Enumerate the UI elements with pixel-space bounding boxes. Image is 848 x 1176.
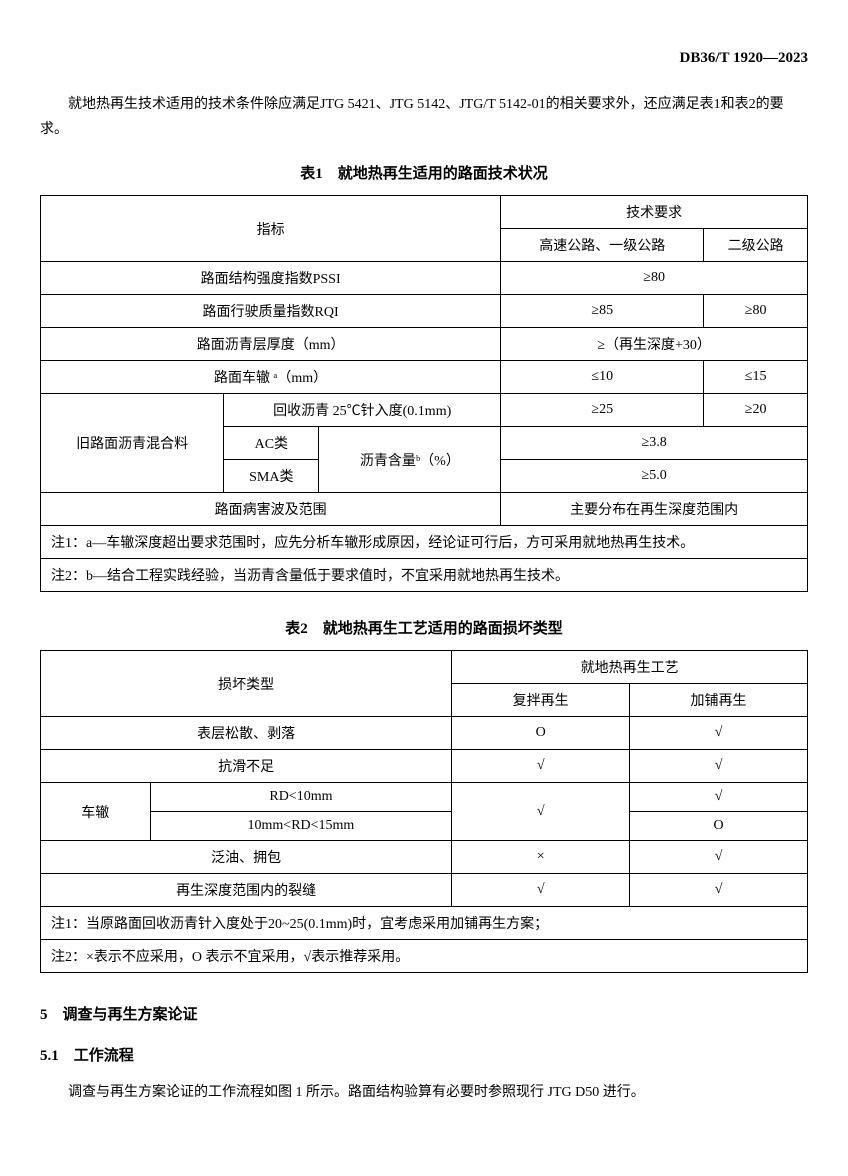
- table1-cell: ≥80: [704, 295, 808, 328]
- table1-header-secondary: 二级公路: [704, 229, 808, 262]
- table1-ac-label: AC类: [224, 427, 319, 460]
- table1-cell: 主要分布在再生深度范围内: [501, 493, 808, 526]
- table1-cell: ≥80: [501, 262, 808, 295]
- table2-rut-row1: RD<10mm: [150, 783, 452, 812]
- table2-title: 表2 就地热再生工艺适用的路面损坏类型: [40, 617, 808, 638]
- table1-asphalt-label: 旧路面沥青混合料: [41, 394, 224, 493]
- table2-row: 抗滑不足: [41, 750, 452, 783]
- table2-header-type: 损坏类型: [41, 651, 452, 717]
- table1-cell: ≤10: [501, 361, 704, 394]
- table1-row-rqi: 路面行驶质量指数RQI: [41, 295, 501, 328]
- table2-cell: O: [452, 717, 630, 750]
- table1-damage-label: 路面病害波及范围: [41, 493, 501, 526]
- section5-1-title: 5.1 工作流程: [40, 1044, 808, 1065]
- table1-cell: ≤15: [704, 361, 808, 394]
- section5-1-text: 调查与再生方案论证的工作流程如图 1 所示。路面结构验算有必要时参照现行 JTG…: [40, 1080, 808, 1105]
- table2-cell: √: [630, 717, 808, 750]
- table2-rut-row2: 10mm<RD<15mm: [150, 812, 452, 841]
- table2-row: 表层松散、剥落: [41, 717, 452, 750]
- table2-note2: 注2：×表示不应采用，O 表示不宜采用，√表示推荐采用。: [41, 940, 808, 973]
- table1-cell: ≥（再生深度+30）: [501, 328, 808, 361]
- table1-header-highway: 高速公路、一级公路: [501, 229, 704, 262]
- table1-note2: 注2：b—结合工程实践经验，当沥青含量低于要求值时，不宜采用就地热再生技术。: [41, 559, 808, 592]
- table1-row-pssi: 路面结构强度指数PSSI: [41, 262, 501, 295]
- table1-sma-label: SMA类: [224, 460, 319, 493]
- table2-cell: √: [452, 874, 630, 907]
- table1-note1: 注1：a—车辙深度超出要求范围时，应先分析车辙形成原因，经论证可行后，方可采用就…: [41, 526, 808, 559]
- table1-header-requirement: 技术要求: [501, 196, 808, 229]
- table2-cell: √: [630, 750, 808, 783]
- table1: 指标 技术要求 高速公路、一级公路 二级公路 路面结构强度指数PSSI ≥80 …: [40, 195, 808, 592]
- table1-title: 表1 就地热再生适用的路面技术状况: [40, 162, 808, 183]
- table1-row-rut: 路面车辙 ᵃ（mm）: [41, 361, 501, 394]
- intro-paragraph: 就地热再生技术适用的技术条件除应满足JTG 5421、JTG 5142、JTG/…: [40, 92, 808, 142]
- table1-row-thickness: 路面沥青层厚度（mm）: [41, 328, 501, 361]
- table1-cell: ≥85: [501, 295, 704, 328]
- table1-penetration: 回收沥青 25℃针入度(0.1mm): [224, 394, 501, 427]
- table2-cell: O: [630, 812, 808, 841]
- table2-header-process: 就地热再生工艺: [452, 651, 808, 684]
- table1-cell: ≥5.0: [501, 460, 808, 493]
- table2-cell: √: [630, 874, 808, 907]
- table2-cell: √: [630, 783, 808, 812]
- table1-cell: ≥20: [704, 394, 808, 427]
- doc-number: DB36/T 1920—2023: [40, 50, 808, 67]
- table2-rut-label: 车辙: [41, 783, 151, 841]
- table2-cell: ×: [452, 841, 630, 874]
- table1-content-label: 沥青含量ᵇ（%）: [319, 427, 501, 493]
- table2: 损坏类型 就地热再生工艺 复拌再生 加铺再生 表层松散、剥落 O √ 抗滑不足 …: [40, 650, 808, 973]
- table2-cell: √: [452, 783, 630, 841]
- table1-cell: ≥3.8: [501, 427, 808, 460]
- section5-title: 5 调查与再生方案论证: [40, 1003, 808, 1024]
- table2-header-remix: 复拌再生: [452, 684, 630, 717]
- table2-note1: 注1：当原路面回收沥青针入度处于20~25(0.1mm)时，宜考虑采用加铺再生方…: [41, 907, 808, 940]
- table2-row: 再生深度范围内的裂缝: [41, 874, 452, 907]
- table1-cell: ≥25: [501, 394, 704, 427]
- table2-row: 泛油、拥包: [41, 841, 452, 874]
- table1-header-indicator: 指标: [41, 196, 501, 262]
- table2-header-overlay: 加铺再生: [630, 684, 808, 717]
- table2-cell: √: [452, 750, 630, 783]
- table2-cell: √: [630, 841, 808, 874]
